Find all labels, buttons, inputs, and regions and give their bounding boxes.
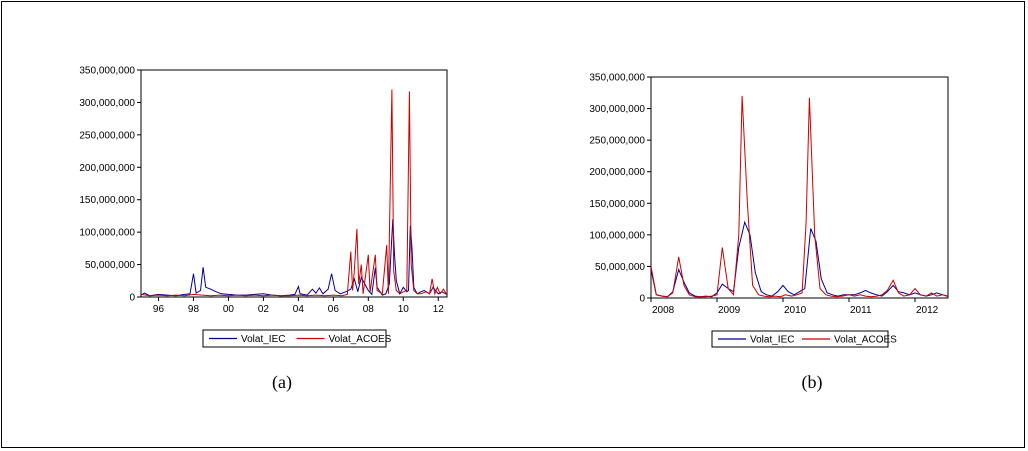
x-tick-label: 08 [363, 304, 375, 315]
legend-label: Volat_IEC [750, 335, 794, 346]
x-tick-label: 2009 [718, 305, 741, 316]
y-tick-label: 250,000,000 [79, 130, 135, 141]
y-tick-label: 350,000,000 [79, 66, 135, 77]
legend: Volat_IEC Volat_ACOES [202, 329, 392, 348]
y-tick-label: 200,000,000 [589, 167, 645, 178]
caption: (a) [272, 372, 292, 393]
x-tick-label: 04 [293, 304, 305, 315]
y-tick-label: 300,000,000 [589, 104, 645, 115]
chart-b: 0 50,000,000 100,000,000 150,000,000 200,000… [589, 73, 949, 393]
x-tick-label: 10 [398, 304, 410, 315]
legend-label: Volat_IEC [241, 334, 285, 345]
y-tick-label: 100,000,000 [79, 228, 135, 239]
series-line-volat-iec [141, 219, 447, 297]
y-tick-label: 100,000,000 [589, 230, 645, 241]
x-tick-label: 2010 [784, 305, 807, 316]
chart-a: 0 50,000,000 100,000,000 150,000,000 200,000… [79, 66, 448, 393]
y-tick-label: 200,000,000 [79, 163, 135, 174]
x-tick-label: 2008 [652, 305, 675, 316]
legend-label: Volat_ACOES [834, 335, 897, 346]
legend-box [711, 330, 889, 348]
x-tick-label: 06 [328, 304, 340, 315]
y-tick-label: 250,000,000 [589, 136, 645, 147]
x-tick-label: 96 [153, 304, 165, 315]
x-tick-label: 2012 [916, 305, 939, 316]
y-tick-label: 0 [129, 293, 135, 304]
caption: (b) [802, 372, 823, 393]
y-tick-label: 50,000,000 [85, 260, 135, 271]
legend-label: Volat_ACOES [329, 334, 392, 345]
y-tick-label: 0 [639, 294, 645, 305]
y-tick-label: 50,000,000 [595, 262, 645, 273]
plot-area [140, 69, 448, 298]
series-line-volat-acoes [651, 95, 948, 298]
plot-area [650, 76, 949, 299]
x-tick-label: 02 [258, 304, 270, 315]
x-tick-label: 00 [223, 304, 235, 315]
legend: Volat_IEC Volat_ACOES [711, 330, 897, 348]
y-tick-label: 150,000,000 [79, 195, 135, 206]
legend-box [202, 329, 387, 348]
y-tick-label: 350,000,000 [589, 73, 645, 84]
y-tick-label: 300,000,000 [79, 98, 135, 109]
x-tick-label: 12 [433, 304, 445, 315]
series-line-volat-acoes [141, 89, 447, 297]
y-tick-label: 150,000,000 [589, 199, 645, 210]
x-tick-label: 2011 [850, 305, 872, 316]
x-tick-label: 98 [188, 304, 200, 315]
